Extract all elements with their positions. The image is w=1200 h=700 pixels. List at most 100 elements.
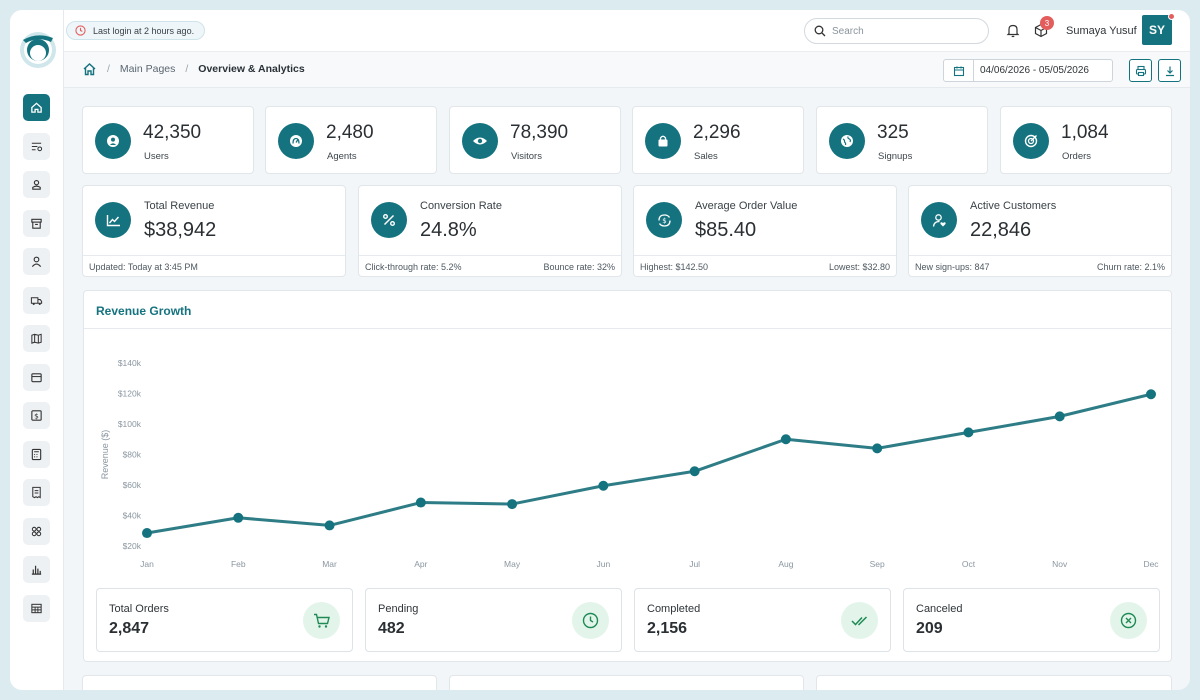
stat-card-sales[interactable]: 2,296 Sales xyxy=(632,106,804,174)
sidebar-item-billing[interactable]: $ xyxy=(23,402,50,429)
data-point xyxy=(415,497,426,508)
sidebar-item-filters[interactable] xyxy=(23,132,50,160)
truck-icon xyxy=(30,296,43,305)
metric-footer: New sign-ups: 847 Churn rate: 2.1% xyxy=(909,255,1171,277)
metric-card-active-customers[interactable]: Active Customers 22,846 New sign-ups: 84… xyxy=(908,185,1172,277)
currency-exchange-icon: $ xyxy=(657,213,671,227)
stat-card-signups[interactable]: 325 Signups xyxy=(816,106,988,174)
sidebar-item-invoices[interactable] xyxy=(23,479,50,506)
metric-icon-circle xyxy=(95,202,131,238)
sidebar-item-calculator[interactable] xyxy=(23,440,50,468)
stat-value: 2,296 xyxy=(693,122,741,143)
series-line xyxy=(146,392,1152,535)
order-title: Completed xyxy=(647,603,701,615)
person-icon xyxy=(31,256,42,267)
map-icon xyxy=(31,333,42,344)
sidebar-item-home[interactable] xyxy=(23,94,50,121)
sidebar-item-apps[interactable] xyxy=(23,517,50,545)
order-card-pending[interactable]: Pending 482 xyxy=(365,588,622,652)
stat-card-users[interactable]: 42,350 Users xyxy=(82,106,254,174)
cart-icon xyxy=(313,613,330,628)
order-icon-circle xyxy=(1110,602,1147,639)
bar-chart-icon xyxy=(31,565,42,575)
target-icon xyxy=(1024,134,1038,148)
search-input[interactable] xyxy=(832,25,972,37)
home-icon[interactable] xyxy=(82,62,97,76)
data-point xyxy=(1054,411,1065,422)
metric-title: Conversion Rate xyxy=(420,200,502,212)
sidebar-item-wallet[interactable] xyxy=(23,363,50,391)
stat-icon-circle xyxy=(1013,123,1049,159)
calendar-button[interactable] xyxy=(944,60,974,81)
order-card-total[interactable]: Total Orders 2,847 xyxy=(96,588,353,652)
user-heart-icon xyxy=(932,213,946,227)
sidebar-item-shipping[interactable] xyxy=(23,286,50,314)
bell-icon[interactable] xyxy=(1006,23,1020,38)
user-name[interactable]: Sumaya Yusuf xyxy=(1066,25,1137,37)
download-button[interactable] xyxy=(1158,59,1181,82)
status-dot xyxy=(1168,13,1175,20)
stat-card-visitors[interactable]: 78,390 Visitors xyxy=(449,106,621,174)
x-tick-label: Jul xyxy=(689,559,700,569)
sidebar-item-reports[interactable] xyxy=(23,556,50,583)
data-point xyxy=(689,466,700,477)
stat-label: Orders xyxy=(1062,151,1092,162)
user-icon xyxy=(107,135,119,147)
metric-footer: Highest: $142.50 Lowest: $32.80 xyxy=(634,255,896,277)
chart-title: Revenue Growth xyxy=(84,291,1171,329)
y-tick-label: $100k xyxy=(118,419,142,429)
x-circle-icon xyxy=(1120,612,1137,629)
y-tick-label: $20k xyxy=(123,541,142,551)
metric-footer-right: Bounce rate: 32% xyxy=(543,261,615,272)
stat-label: Visitors xyxy=(511,151,542,162)
breadcrumb: / Main Pages / Overview & Analytics xyxy=(82,62,305,76)
metric-value: 24.8% xyxy=(420,219,477,241)
stat-value: 1,084 xyxy=(1061,122,1109,143)
x-tick-label: Jun xyxy=(597,559,611,569)
stat-card-orders[interactable]: 1,084 Orders xyxy=(1000,106,1172,174)
sidebar-item-users[interactable] xyxy=(23,248,50,275)
order-card-completed[interactable]: Completed 2,156 xyxy=(634,588,891,652)
metric-footer-left: Updated: Today at 3:45 PM xyxy=(89,261,198,272)
order-card-canceled[interactable]: Canceled 209 xyxy=(903,588,1160,652)
sidebar-nav: $ xyxy=(10,94,64,633)
stat-icon-circle xyxy=(95,123,131,159)
stat-label: Sales xyxy=(694,151,718,162)
revenue-line-chart[interactable]: $20k $40k $60k $80k $100k $120k $140k Revenue (… xyxy=(84,329,1171,579)
sidebar-item-archive[interactable] xyxy=(23,209,50,237)
y-tick-label: $140k xyxy=(118,358,142,368)
print-icon xyxy=(1135,65,1146,76)
date-range-picker[interactable]: 04/06/2026 - 05/05/2026 xyxy=(943,59,1113,82)
metric-value: $38,942 xyxy=(144,219,217,241)
revenue-growth-card: Revenue Growth $20k $40k $60k $80k $100k $120… xyxy=(83,290,1172,662)
data-point xyxy=(780,434,791,445)
x-tick-label: Oct xyxy=(962,559,976,569)
logo[interactable] xyxy=(17,28,59,70)
x-tick-label: Aug xyxy=(778,559,793,569)
sidebar-item-profile[interactable] xyxy=(23,171,50,198)
metric-card-total-revenue[interactable]: Total Revenue $38,942 Updated: Today at … xyxy=(82,185,346,277)
user-badge-icon xyxy=(32,179,41,190)
metric-value: 22,846 xyxy=(970,219,1032,241)
bottom-card xyxy=(82,675,437,690)
y-axis-label: Revenue ($) xyxy=(100,430,110,480)
data-point xyxy=(1146,389,1156,400)
print-button[interactable] xyxy=(1129,59,1152,82)
search-icon xyxy=(814,25,826,37)
breadcrumb-bar: / Main Pages / Overview & Analytics 04/0… xyxy=(64,52,1190,88)
metric-card-average-order-value[interactable]: $ Average Order Value $85.40 Highest: $1… xyxy=(633,185,897,277)
data-point xyxy=(872,443,883,454)
avatar[interactable]: SY xyxy=(1142,15,1172,45)
stat-icon-circle xyxy=(645,123,681,159)
breadcrumb-parent[interactable]: Main Pages xyxy=(119,63,176,75)
stat-card-agents[interactable]: 2,480 Agents xyxy=(265,106,437,174)
x-tick-label: Nov xyxy=(1052,559,1068,569)
metric-icon-circle xyxy=(921,202,957,238)
x-tick-label: Sep xyxy=(870,559,885,569)
order-icon-circle xyxy=(303,602,340,639)
sidebar-item-tables[interactable] xyxy=(23,594,50,622)
search-box[interactable] xyxy=(804,18,989,44)
archive-icon xyxy=(31,218,42,229)
sidebar-item-map[interactable] xyxy=(23,325,50,352)
metric-card-conversion-rate[interactable]: Conversion Rate 24.8% Click-through rate… xyxy=(358,185,622,277)
